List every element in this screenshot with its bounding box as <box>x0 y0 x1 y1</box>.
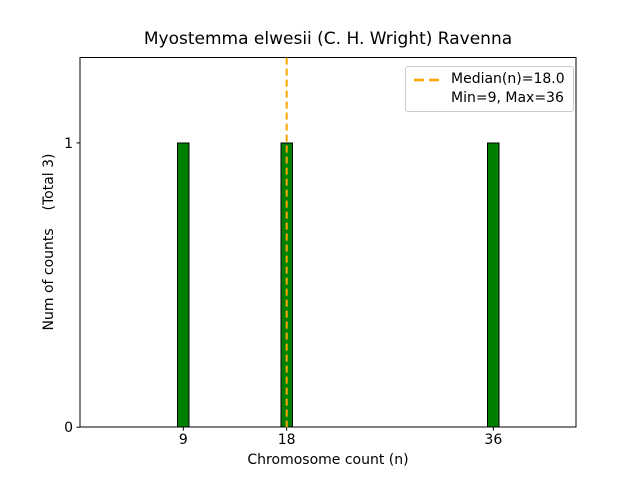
bar-x9 <box>177 142 190 428</box>
legend-label-median: Median(n)=18.0 <box>451 71 565 87</box>
x-tick-label-18: 18 <box>278 432 296 448</box>
y-axis-label: Num of counts (Total 3) <box>40 153 57 331</box>
x-tick-label-9: 9 <box>179 432 188 448</box>
legend-sample-spacer <box>414 92 442 106</box>
chart-title: Myostemma elwesii (C. H. Wright) Ravenna <box>143 29 513 49</box>
y-tick-label-0: 0 <box>64 420 73 436</box>
axes-spines <box>79 57 577 428</box>
legend: Median(n)=18.0 Min=9, Max=36 <box>405 66 574 112</box>
bar-x36 <box>487 142 500 428</box>
median-dashed-line-icon <box>414 78 442 81</box>
x-tick-label-36: 36 <box>484 432 502 448</box>
legend-label-minmax: Min=9, Max=36 <box>451 90 564 106</box>
legend-entry-median: Median(n)=18.0 <box>414 72 565 87</box>
y-tick-label-1: 1 <box>64 136 73 152</box>
legend-entry-minmax: Min=9, Max=36 <box>414 91 565 106</box>
x-axis-label: Chromosome count (n) <box>247 452 409 468</box>
